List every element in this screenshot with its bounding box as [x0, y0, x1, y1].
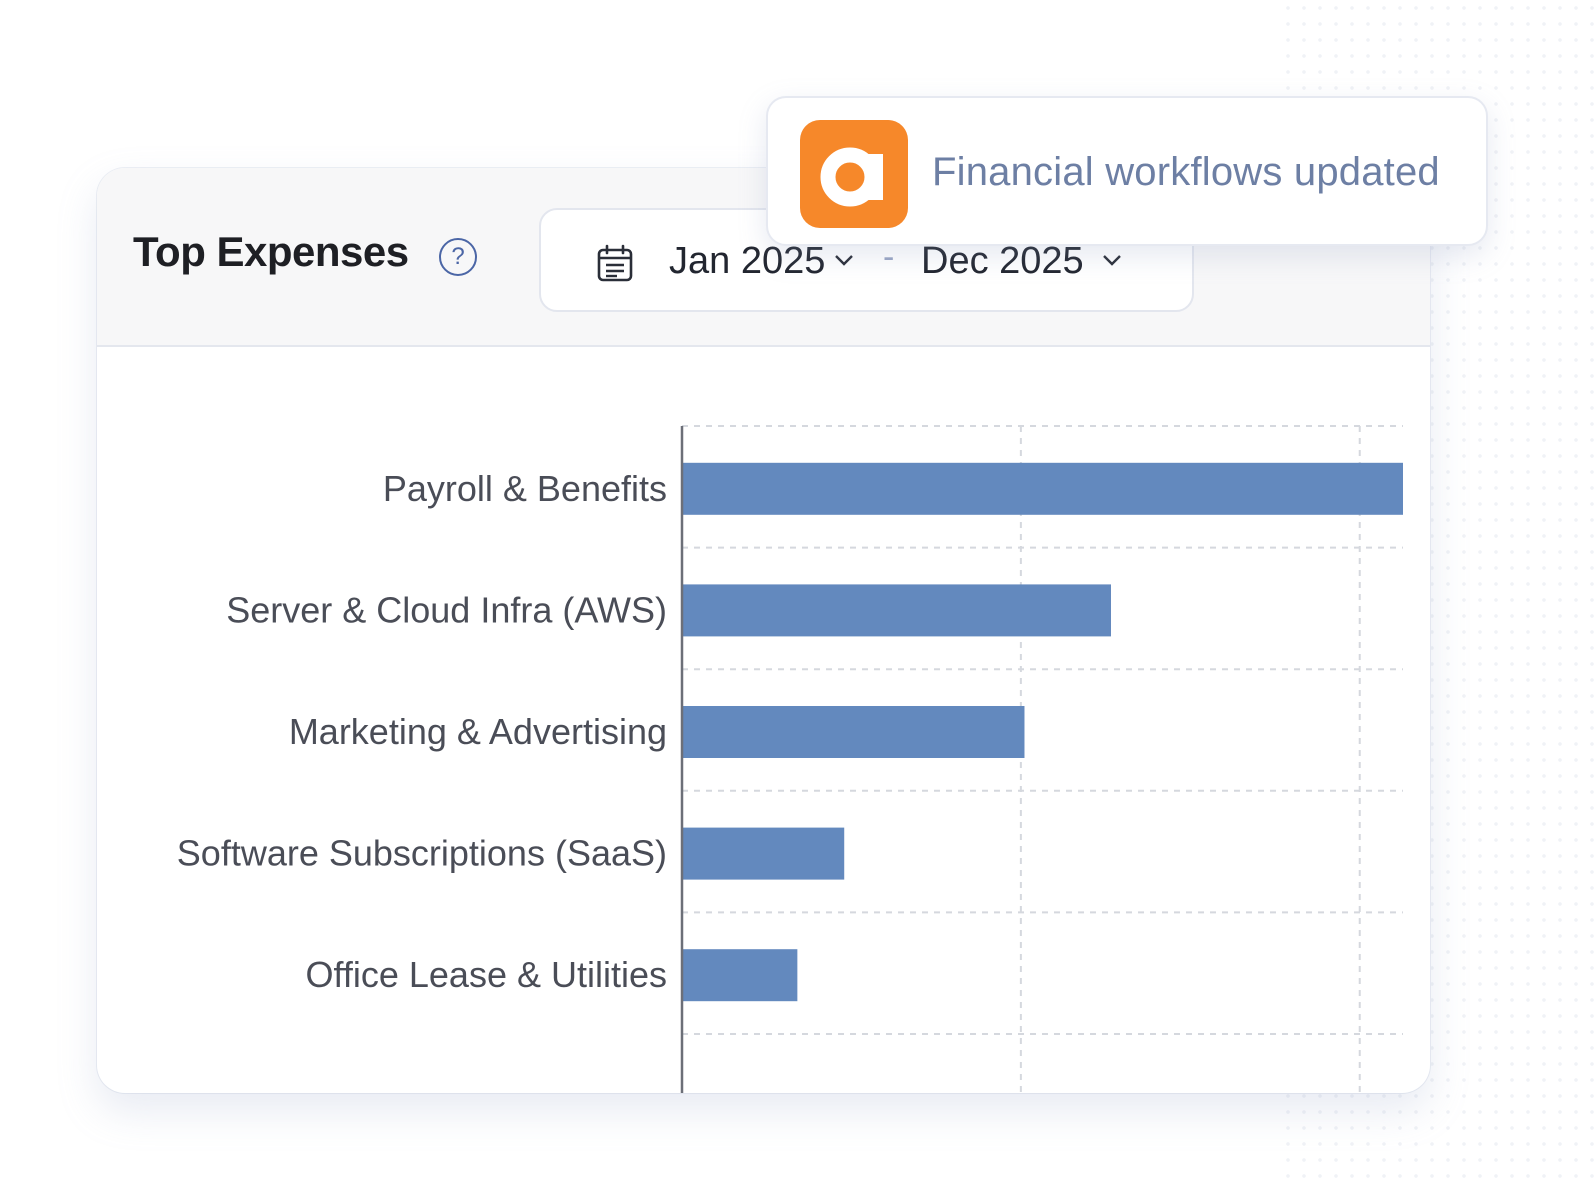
bar[interactable] [682, 949, 798, 1002]
category-label: Payroll & Benefits [383, 468, 667, 509]
range-separator: - [883, 238, 895, 276]
chevron-down-icon[interactable] [1101, 252, 1123, 268]
range-start-value[interactable]: Jan 2025 [669, 240, 826, 282]
app-logo-a-icon [800, 120, 908, 228]
question-circle-icon[interactable]: ? [439, 238, 477, 276]
calendar-icon [597, 244, 633, 282]
bar[interactable] [682, 706, 1025, 758]
category-label: Software Subscriptions (SaaS) [177, 833, 667, 874]
notification-text: Financial workflows updated [932, 150, 1440, 194]
bar[interactable] [682, 462, 1403, 515]
bar[interactable] [682, 584, 1111, 637]
category-label: Marketing & Advertising [289, 711, 667, 752]
chart-bars [682, 462, 1403, 1002]
category-label: Office Lease & Utilities [306, 954, 668, 995]
range-end-value[interactable]: Dec 2025 [921, 240, 1084, 282]
notification-toast[interactable]: Financial workflows updated [766, 96, 1488, 246]
top-expenses-card: Payroll & Benefits Server & Cloud Infra (… [97, 168, 1430, 1093]
chart-category-labels: Payroll & Benefits Server & Cloud Infra (… [177, 468, 667, 995]
bar[interactable] [682, 827, 845, 880]
chart-grid [682, 425, 1403, 1093]
expenses-bar-chart: Payroll & Benefits Server & Cloud Infra (… [177, 425, 1403, 1093]
card-title: Top Expenses [133, 228, 409, 275]
category-label: Server & Cloud Infra (AWS) [226, 589, 667, 630]
chevron-down-icon[interactable] [833, 252, 855, 268]
